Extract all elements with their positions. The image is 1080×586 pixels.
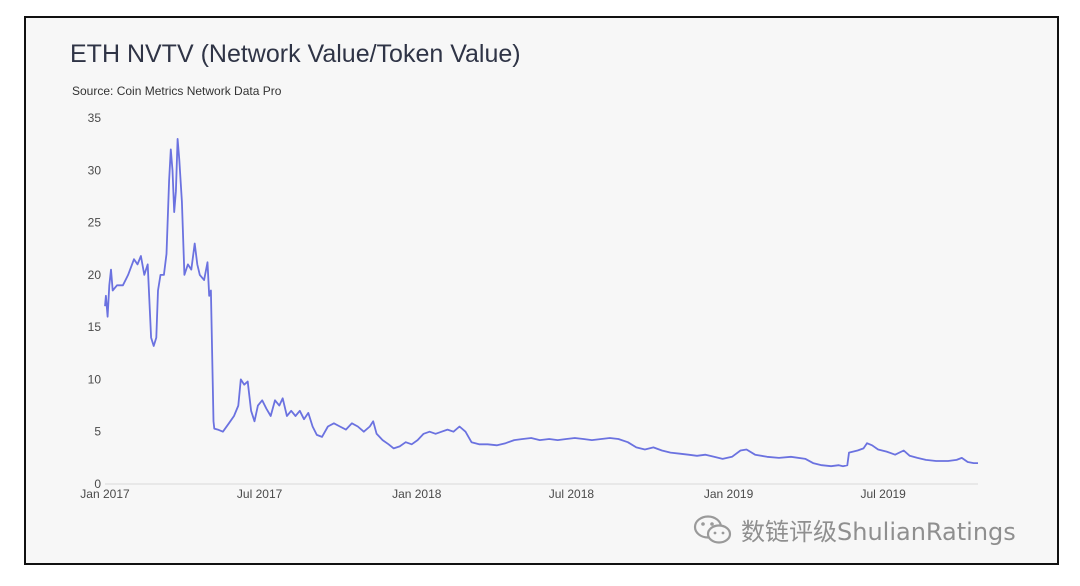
y-tick-label: 30: [88, 163, 102, 177]
y-tick-label: 0: [94, 477, 101, 491]
series-line: [104, 138, 978, 468]
watermark-text: 数链评级ShulianRatings: [741, 518, 1016, 546]
x-axis-ticks: Jan 2017 Jul 2017 Jan 2018 Jul 2018 Jan 2019…: [80, 487, 906, 501]
y-tick-label: 5: [94, 425, 101, 439]
wechat-icon: [693, 514, 732, 544]
x-tick-label: Jul 2019: [860, 487, 906, 501]
x-tick-label: Jan 2017: [80, 487, 130, 501]
x-tick-label: Jul 2018: [549, 487, 595, 501]
x-tick-label: Jan 2018: [392, 487, 442, 501]
y-tick-label: 25: [88, 216, 102, 230]
y-tick-label: 10: [88, 372, 102, 386]
y-tick-label: 35: [88, 111, 102, 125]
y-tick-label: 15: [88, 320, 102, 334]
chart-source: Source: Coin Metrics Network Data Pro: [72, 84, 282, 98]
watermark: 数链评级ShulianRatings: [693, 512, 1016, 547]
chart-title: ETH NVTV (Network Value/Token Value): [70, 40, 521, 68]
y-tick-label: 20: [88, 268, 102, 282]
x-tick-label: Jan 2019: [704, 487, 754, 501]
x-tick-label: Jul 2017: [237, 487, 283, 501]
y-axis-ticks: 0 5 10 15 20 25 30 35: [88, 111, 102, 491]
chart-frame: [24, 16, 1059, 565]
